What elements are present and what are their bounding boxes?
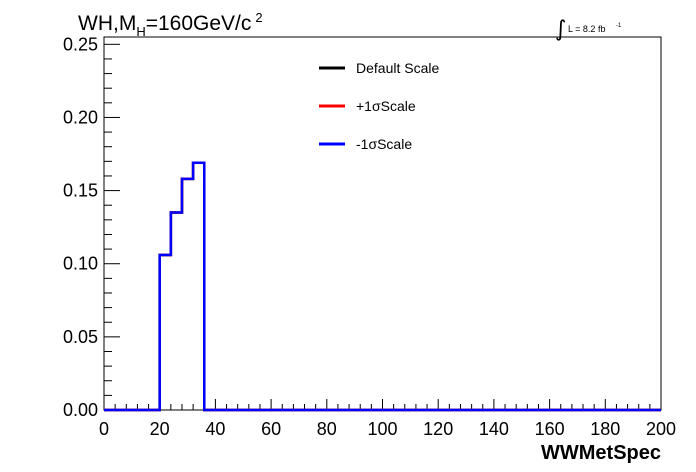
x-tick-label: 180 (590, 419, 620, 439)
y-tick-label: 0.05 (63, 327, 98, 347)
x-tick-label: 200 (646, 419, 676, 439)
y-tick-label: 0.25 (63, 34, 98, 54)
lumi-text: L = 8.2 fb (568, 24, 605, 34)
x-tick-label: 20 (150, 419, 170, 439)
series-1-line (104, 161, 661, 412)
luminosity-label: ∫ L = 8.2 fb -1 (555, 17, 622, 42)
x-tick-label: 140 (479, 419, 509, 439)
integral-sign-icon: ∫ (555, 17, 566, 42)
x-axis: 0 20 40 60 80 100 120 140 160 180 200 (99, 399, 676, 439)
x-tick-label: 80 (317, 419, 337, 439)
legend-label: -1σScale (356, 136, 412, 152)
y-axis: 0.00 0.05 0.10 0.15 0.20 0.25 (63, 34, 120, 420)
title-subscript: H (136, 24, 145, 39)
legend: Default Scale +1σScale -1σScale (319, 60, 439, 152)
series-0-line (104, 161, 661, 412)
x-tick-label: 160 (535, 419, 565, 439)
y-tick-label: 0.15 (63, 181, 98, 201)
x-tick-label: 0 (99, 419, 109, 439)
legend-label: Default Scale (356, 60, 439, 76)
x-tick-label: 100 (367, 419, 397, 439)
frame (103, 36, 662, 411)
legend-label: +1σScale (356, 98, 416, 114)
x-tick-label: 120 (423, 419, 453, 439)
y-tick-label: 0.20 (63, 107, 98, 127)
chart-title: WH,MH=160GeV/c 2 (78, 10, 263, 39)
x-tick-label: 40 (205, 419, 225, 439)
series-2-line (104, 161, 661, 412)
y-tick-label: 0.00 (63, 400, 98, 420)
x-tick-label: 60 (261, 419, 281, 439)
y-tick-label: 0.10 (63, 254, 98, 274)
lumi-exponent: -1 (616, 23, 622, 29)
title-superscript: 2 (255, 10, 262, 25)
series-layer (104, 161, 661, 412)
x-axis-title: WWMetSpec (541, 442, 661, 464)
